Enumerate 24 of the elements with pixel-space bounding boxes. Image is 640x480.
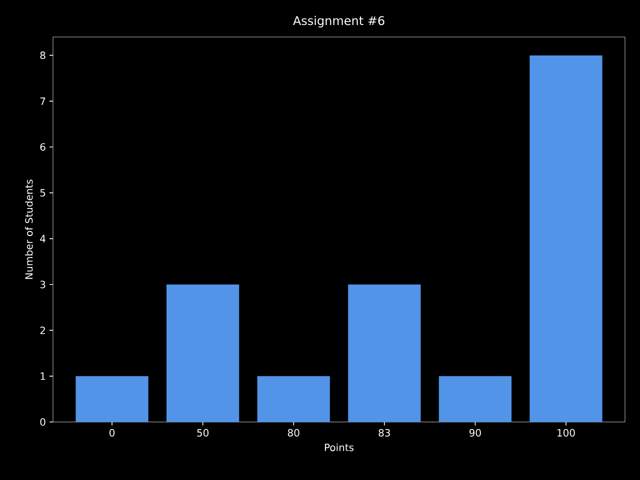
bar	[348, 284, 421, 422]
x-tick-label: 100	[558, 429, 575, 437]
x-tick-label: 0	[109, 429, 115, 437]
y-tick-label: 1	[40, 372, 46, 380]
y-tick-label: 6	[40, 143, 46, 151]
x-axis-title: Points	[324, 443, 354, 452]
y-axis-title: Number of Students	[24, 180, 33, 279]
y-tick-label: 3	[40, 280, 46, 288]
x-tick-label: 80	[288, 429, 300, 437]
bar	[438, 376, 512, 422]
y-tick-label: 4	[40, 235, 46, 242]
y-tick-label: 8	[40, 52, 46, 60]
chart-title: Assignment #6	[293, 16, 384, 28]
y-tick-label: 5	[40, 189, 46, 197]
bar	[257, 376, 330, 422]
x-tick-label: 90	[469, 429, 481, 437]
bar	[530, 55, 602, 422]
y-tick-label: 2	[40, 326, 45, 334]
y-tick-label: 0	[40, 418, 46, 426]
bar	[76, 376, 148, 422]
y-tick-label: 7	[40, 98, 46, 105]
bar	[166, 284, 240, 422]
x-tick-label: 50	[197, 429, 209, 437]
x-tick-label: 83	[378, 429, 390, 437]
